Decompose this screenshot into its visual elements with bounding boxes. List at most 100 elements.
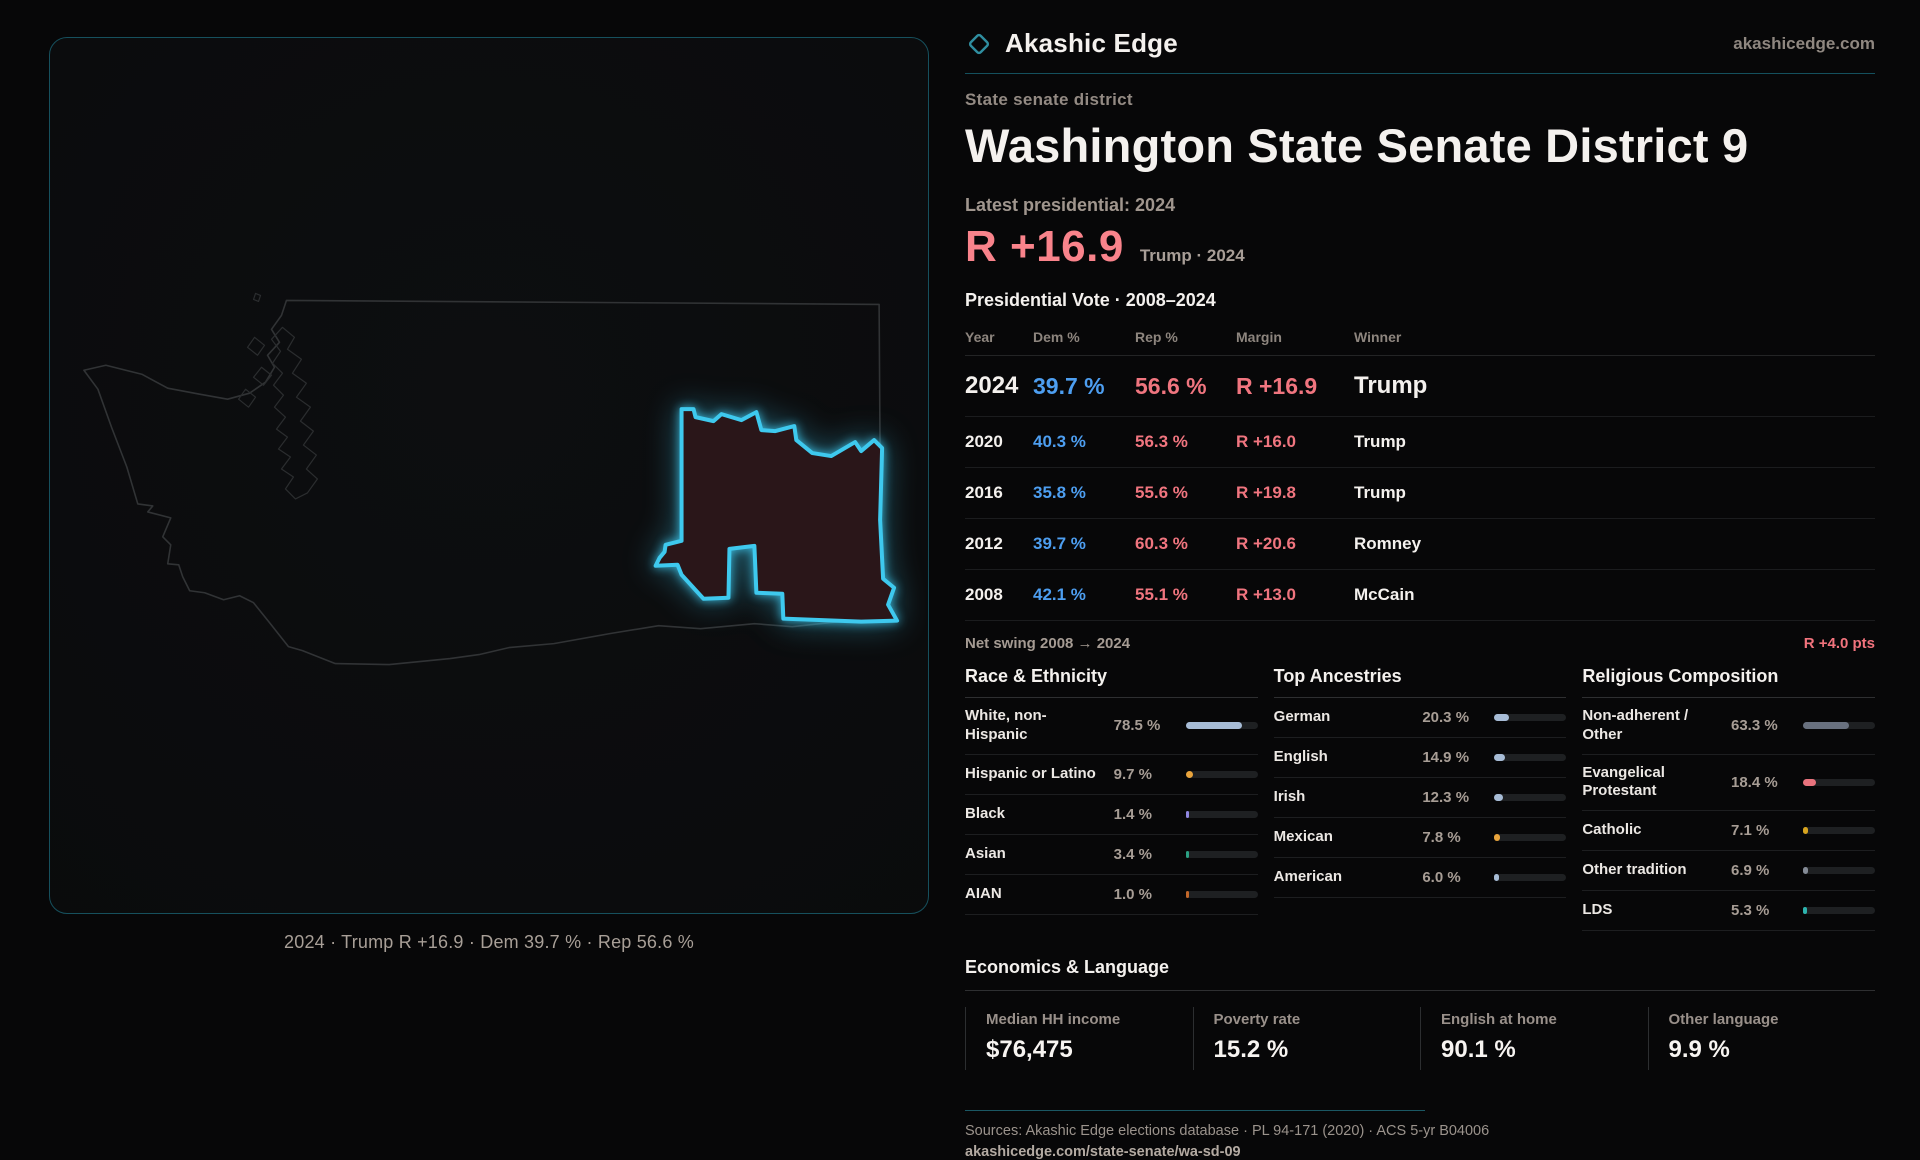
demographic-label: Irish (1273, 788, 1306, 806)
economics-card-value: 15.2 % (1213, 1036, 1289, 1063)
demographic-bar (1494, 794, 1567, 801)
demographic-bar-fill (1494, 794, 1504, 801)
demographic-label: English (1273, 748, 1328, 766)
demographic-label: Hispanic or Latino (965, 764, 1096, 782)
demographic-value: 9.7 % (1113, 765, 1153, 783)
district-map-panel (49, 37, 929, 914)
demographic-label: White, non-Hispanic (965, 707, 1047, 743)
footer-permalink[interactable]: akashicedge.com/state-senate/wa-sd-09 (965, 1144, 1241, 1160)
vote-cell-margin: R +19.8 (1236, 483, 1297, 502)
footer-sources: Sources: Akashic Edge elections database… (965, 1123, 1490, 1139)
demographic-bar (1802, 722, 1875, 730)
demographic-bar-fill (1185, 890, 1189, 898)
vote-cell-winner: Romney (1354, 534, 1422, 553)
vote-cell-winner: Trump (1354, 432, 1406, 451)
demographic-row: American 6.0 % (1273, 858, 1567, 898)
demographic-row: Other tradition 6.9 % (1582, 851, 1875, 891)
demographic-row: Evangelical Protestant 18.4 % (1582, 755, 1875, 811)
kicker-label: State senate district (965, 90, 1133, 109)
demographic-bar-fill (1802, 722, 1849, 730)
demographic-bar-fill (1494, 834, 1500, 841)
demographic-row: Irish 12.3 % (1273, 778, 1567, 818)
demographic-label: Mexican (1273, 828, 1333, 846)
demographic-label: Other tradition (1582, 861, 1687, 879)
demographic-value: 3.4 % (1113, 845, 1153, 863)
vote-cell-winner: Trump (1354, 483, 1406, 502)
demographic-row: Black 1.4 % (965, 795, 1258, 835)
demographic-bar (1185, 722, 1258, 730)
vote-cell-year: 2008 (965, 585, 1003, 604)
vote-cell-rep: 56.6 % (1135, 372, 1207, 399)
demographic-value: 6.0 % (1422, 869, 1461, 886)
demographic-bar-fill (1185, 810, 1189, 818)
demographic-bar-fill (1802, 907, 1807, 914)
vote-cell-year: 2020 (965, 432, 1003, 451)
headline-margin-context: Trump · 2024 (1139, 246, 1245, 265)
brand-domain-link[interactable]: akashicedge.com (1733, 33, 1875, 53)
vote-cell-rep: 55.6 % (1135, 483, 1188, 502)
demographic-row: Mexican 7.8 % (1273, 818, 1567, 858)
demographic-bar (1185, 770, 1258, 778)
vote-table-title: Presidential Vote · 2008–2024 (965, 290, 1216, 310)
economics-card-value: $76,475 (986, 1036, 1073, 1063)
vote-table-column-header: Rep % (1135, 329, 1178, 345)
page-title: Washington State Senate District 9 (965, 119, 1749, 172)
district-9-shape[interactable] (653, 407, 900, 624)
demographic-value: 5.3 % (1730, 902, 1770, 919)
demographic-value: 7.8 % (1422, 829, 1461, 846)
economics-cards: Median HH income $76,475 Poverty rate 15.2 … (965, 1007, 1875, 1070)
vote-cell-year: 2012 (965, 534, 1003, 553)
demographic-bar (1494, 754, 1567, 761)
vote-cell-winner: Trump (1354, 372, 1428, 399)
presidential-vote-table: Year Dem % Rep % Margin Winner 2024 39.7 % 56.… (965, 325, 1875, 621)
demographic-bar (1494, 874, 1567, 881)
economics-title: Economics & Language (965, 957, 1875, 991)
demographic-bar-fill (1494, 714, 1509, 721)
demographic-label: Black (965, 804, 1006, 822)
header-separator (965, 73, 1875, 74)
detail-panel: Akashic Edge akashicedge.com State senat… (965, 28, 1875, 1160)
demographic-label: AIAN (965, 884, 1002, 902)
vote-cell-dem: 35.8 % (1033, 483, 1086, 502)
vote-cell-margin: R +16.0 (1236, 432, 1297, 451)
demographic-label: German (1273, 708, 1331, 726)
vote-table-row-2020: 2020 40.3 % 56.3 % R +16.0 Trump (965, 417, 1875, 468)
demographic-bar-fill (1802, 867, 1808, 874)
vote-table-row-2008: 2008 42.1 % 55.1 % R +13.0 McCain (965, 570, 1875, 621)
demographic-row: English 14.9 % (1273, 738, 1567, 778)
demographic-row: AIAN 1.0 % (965, 875, 1258, 915)
vote-table-row-2024: 2024 39.7 % 56.6 % R +16.9 Trump (965, 356, 1875, 417)
demographic-row: German 20.3 % (1273, 698, 1567, 738)
economics-card-label: Other language (1668, 1011, 1779, 1028)
economics-card: Poverty rate 15.2 % (1192, 1007, 1421, 1070)
vote-cell-winner: McCain (1354, 585, 1415, 604)
demographic-bar-fill (1185, 770, 1193, 778)
vote-cell-year: 2016 (965, 483, 1003, 502)
demographic-bar-fill (1185, 722, 1243, 730)
demographic-value: 20.3 % (1422, 709, 1470, 726)
puget-sound-detail (270, 326, 318, 500)
demographic-bar-fill (1802, 778, 1817, 786)
vote-table-column-header: Year (965, 329, 995, 345)
headline-margin-value: R +16.9 (965, 222, 1124, 271)
demographic-label: Evangelical Protestant (1582, 763, 1665, 800)
demographic-value: 1.0 % (1113, 885, 1153, 903)
economics-card: Other language 9.9 % (1647, 1007, 1876, 1070)
demographic-value: 12.3 % (1422, 789, 1470, 806)
vote-cell-dem: 40.3 % (1033, 432, 1086, 451)
section-title: Religious Composition (1582, 666, 1875, 698)
vote-table-column-header: Dem % (1033, 329, 1080, 345)
vote-table-row-2012: 2012 39.7 % 60.3 % R +20.6 Romney (965, 519, 1875, 570)
washington-state-map (83, 292, 900, 666)
section-religious-composition: Religious Composition Non-adherent / Othe… (1582, 666, 1875, 931)
vote-cell-margin: R +20.6 (1236, 534, 1297, 553)
economics-card: Median HH income $76,475 (965, 1007, 1193, 1070)
vote-cell-dem: 39.7 % (1033, 534, 1086, 553)
vote-cell-rep: 55.1 % (1135, 585, 1188, 604)
demographic-row: Non-adherent / Other 63.3 % (1582, 698, 1875, 755)
economics-card-value: 90.1 % (1441, 1036, 1516, 1063)
section-top-ancestries: Top Ancestries German 20.3 % English 14.9 % I… (1273, 666, 1567, 931)
vote-cell-rep: 56.3 % (1135, 432, 1188, 451)
demographic-bar (1494, 834, 1567, 841)
demographic-bar-fill (1802, 827, 1809, 834)
